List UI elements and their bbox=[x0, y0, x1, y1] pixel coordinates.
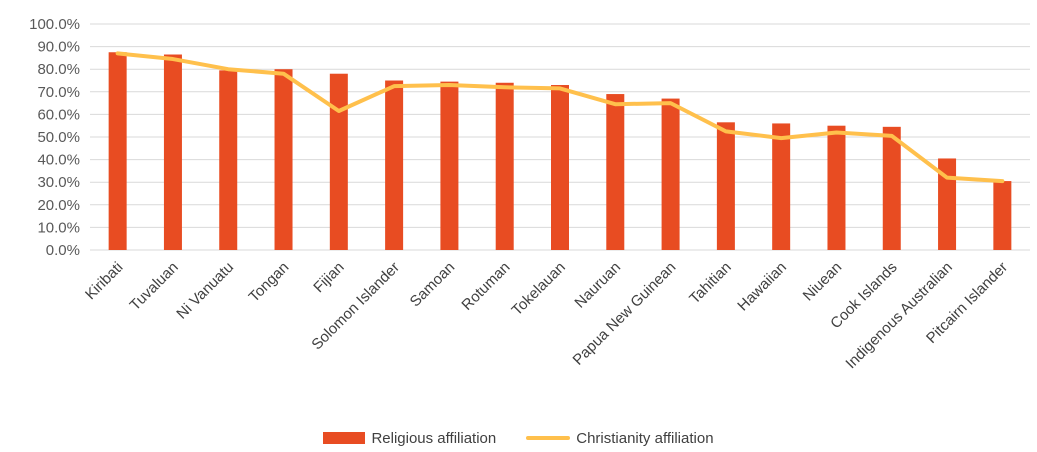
x-tick-label: Tongan bbox=[246, 259, 293, 306]
bar bbox=[274, 69, 293, 250]
bar bbox=[993, 181, 1012, 250]
y-tick-label: 100.0% bbox=[29, 16, 80, 33]
bar bbox=[772, 123, 791, 250]
bar bbox=[606, 94, 625, 250]
bar bbox=[661, 98, 680, 250]
y-tick-label: 10.0% bbox=[37, 219, 80, 236]
legend-label-christianity: Christianity affiliation bbox=[576, 429, 714, 447]
x-tick-label: Papua New Guinean bbox=[570, 259, 680, 369]
x-tick-label: Rotuman bbox=[458, 259, 513, 314]
series-line bbox=[115, 51, 1005, 184]
y-tick-label: 20.0% bbox=[37, 197, 80, 214]
x-tick-label: Hawaiian bbox=[734, 259, 790, 315]
legend: Religious affiliation Christianity affil… bbox=[0, 426, 1037, 450]
legend-swatch-religious bbox=[323, 432, 366, 444]
x-tick-label: Fijian bbox=[310, 259, 347, 296]
y-tick-label: 0.0% bbox=[46, 242, 80, 259]
chart: 0.0% 10.0% 20.0% 30.0% 40.0% 50.0% 60.0% 70.0% 8… bbox=[29, 16, 1030, 372]
bar bbox=[329, 73, 348, 250]
x-tick-label: Tahitian bbox=[686, 259, 735, 308]
bar bbox=[385, 80, 404, 250]
bar bbox=[551, 85, 569, 251]
y-tick-label: 40.0% bbox=[37, 152, 80, 169]
x-tick-label: Indigenous Australian bbox=[842, 259, 955, 372]
y-tick-label: 50.0% bbox=[37, 129, 80, 146]
x-tick-label: Niuean bbox=[800, 259, 846, 305]
y-tick-label: 80.0% bbox=[37, 61, 80, 78]
bar bbox=[716, 122, 735, 250]
legend-label-religious: Religious affiliation bbox=[371, 429, 497, 447]
bar bbox=[495, 82, 514, 250]
bar bbox=[882, 126, 901, 250]
bar bbox=[163, 54, 182, 251]
x-tick-label: Samoan bbox=[407, 259, 459, 311]
x-tick-label: Tokelauan bbox=[508, 259, 568, 319]
bar bbox=[108, 52, 127, 250]
bar bbox=[938, 158, 957, 250]
x-tick-label: Tuvaluan bbox=[127, 259, 182, 314]
legend-item-christianity: Christianity affiliation bbox=[526, 429, 714, 447]
y-tick-label: 30.0% bbox=[37, 174, 80, 191]
y-tick-label: 70.0% bbox=[37, 84, 80, 101]
x-tick-label: Kiribati bbox=[82, 259, 126, 303]
bar bbox=[219, 70, 238, 250]
legend-item-religious: Religious affiliation bbox=[323, 430, 496, 447]
x-tick-label: Ni Vanuatu bbox=[173, 259, 237, 323]
legend-swatch-christianity bbox=[526, 436, 571, 440]
bar bbox=[827, 125, 846, 250]
bar bbox=[440, 81, 459, 250]
y-tick-label: 60.0% bbox=[37, 106, 80, 123]
x-tick-label: Nauruan bbox=[571, 259, 624, 312]
y-tick-label: 90.0% bbox=[37, 39, 80, 56]
